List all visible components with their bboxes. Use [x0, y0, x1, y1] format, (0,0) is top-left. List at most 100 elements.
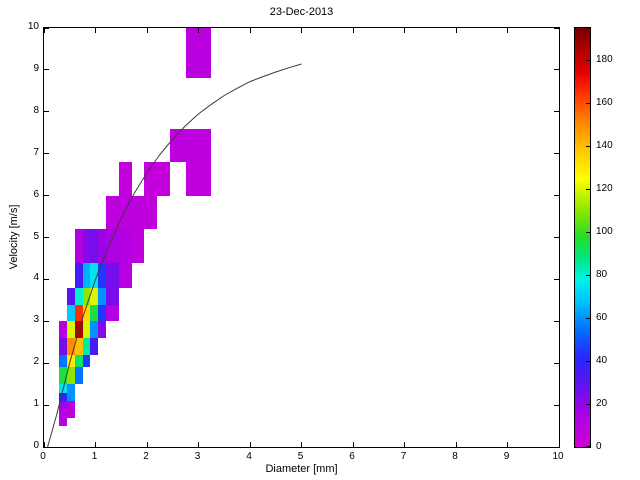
colorbar-tick-label: 60	[596, 312, 608, 324]
heatmap-cell	[74, 321, 83, 339]
y-tick-mark	[44, 320, 49, 322]
heatmap-cell	[131, 229, 145, 263]
x-tick-label: 8	[452, 451, 458, 462]
plot-area	[43, 27, 560, 448]
heatmap-cell	[74, 262, 83, 288]
x-tick-mark-top	[352, 28, 354, 33]
colorbar	[574, 27, 591, 448]
x-tick-label: 4	[246, 451, 252, 462]
y-tick-label: 0	[33, 440, 39, 451]
heatmap-cell	[157, 162, 171, 196]
y-tick-mark-right	[554, 404, 559, 406]
heatmap-cell	[105, 262, 119, 288]
heatmap-cell	[118, 262, 132, 288]
y-tick-mark	[44, 404, 49, 406]
heatmap-cell	[105, 287, 119, 305]
heatmap-cell	[82, 287, 91, 305]
heatmap-cell	[59, 384, 68, 393]
colorbar-tick-label: 160	[596, 97, 613, 109]
x-tick-mark-top	[301, 28, 302, 33]
x-tick-label: 5	[297, 451, 304, 462]
y-tick-mark-right	[554, 27, 559, 29]
y-tick-mark-right	[554, 195, 559, 197]
x-tick-label: 2	[143, 451, 149, 462]
heatmap-cell	[82, 338, 91, 355]
colorbar-tick-mark	[586, 274, 590, 276]
chart-title: 23-Dec-2013	[269, 6, 334, 18]
x-tick-label: 1	[91, 451, 98, 462]
y-tick-mark	[44, 237, 49, 238]
heatmap-cell	[82, 321, 91, 339]
heatmap-cell	[67, 384, 75, 401]
x-tick-mark	[301, 442, 302, 447]
x-tick-mark	[352, 442, 354, 447]
x-tick-mark-top	[455, 28, 457, 33]
heatmap-cell	[90, 304, 99, 322]
x-tick-mark-top	[198, 28, 199, 33]
y-tick-label: 4	[33, 272, 39, 284]
x-tick-mark-top	[404, 28, 405, 33]
heatmap-cell	[74, 229, 83, 263]
x-tick-mark	[198, 442, 199, 447]
colorbar-tick-mark	[586, 102, 590, 104]
y-tick-mark	[44, 278, 49, 280]
x-tick-mark-top	[146, 28, 148, 33]
x-tick-label: 6	[349, 451, 355, 462]
heatmap-cell	[90, 338, 99, 355]
x-tick-label: 10	[552, 451, 564, 462]
heatmap-cell	[98, 262, 106, 288]
colorbar-tick-label: 100	[596, 226, 613, 238]
heatmap-cell	[59, 338, 68, 355]
colorbar-tick-label: 20	[596, 398, 608, 410]
y-tick-mark	[44, 111, 49, 113]
x-tick-mark	[558, 442, 560, 447]
heatmap-cell	[67, 367, 75, 385]
colorbar-tick-mark	[586, 360, 590, 362]
heatmap-cell	[170, 128, 212, 163]
heatmap-cell	[82, 262, 91, 288]
heatmap-cell	[90, 321, 99, 339]
x-tick-mark-top	[558, 28, 560, 33]
colorbar-tick-label: 40	[596, 355, 608, 367]
x-tick-mark-top	[43, 28, 45, 33]
heatmap-cell	[67, 354, 75, 368]
heatmap-cell	[90, 287, 99, 305]
heatmap-cell	[67, 321, 75, 339]
x-tick-label: 0	[40, 451, 46, 462]
x-tick-mark-top	[507, 28, 508, 33]
heatmap-cell	[82, 229, 91, 263]
y-tick-label: 1	[33, 398, 39, 410]
colorbar-tick-mark	[586, 403, 590, 405]
y-tick-mark-right	[554, 153, 559, 155]
heatmap-cell	[118, 195, 132, 230]
x-tick-mark	[43, 442, 45, 447]
heatmap-cell	[67, 400, 75, 418]
x-tick-mark-top	[95, 28, 96, 33]
heatmap-cell	[74, 304, 83, 322]
y-tick-mark-right	[554, 278, 559, 280]
y-tick-mark	[44, 27, 49, 29]
colorbar-tick-label: 140	[596, 140, 613, 152]
heatmap-cell	[90, 262, 99, 288]
colorbar-tick-mark	[586, 145, 590, 147]
heatmap-cell	[98, 321, 106, 339]
heatmap-cell	[144, 195, 158, 230]
heatmap-cell	[105, 195, 119, 230]
y-tick-label: 6	[33, 188, 39, 200]
y-tick-mark	[44, 69, 49, 71]
heatmap-cell	[144, 162, 158, 196]
heatmap-cell	[59, 367, 68, 385]
y-tick-mark-right	[554, 237, 559, 238]
y-tick-label: 8	[33, 104, 39, 116]
heatmap-cell	[59, 400, 68, 410]
heatmap-cell	[185, 28, 212, 79]
heatmap-cell	[67, 338, 75, 355]
colorbar-tick-mark	[586, 446, 590, 447]
heatmap-cell	[67, 304, 75, 322]
heatmap-cell	[74, 338, 83, 355]
x-tick-mark	[507, 442, 508, 447]
heatmap-cell	[74, 354, 83, 368]
x-tick-mark	[404, 442, 405, 447]
heatmap-cell	[118, 162, 132, 196]
